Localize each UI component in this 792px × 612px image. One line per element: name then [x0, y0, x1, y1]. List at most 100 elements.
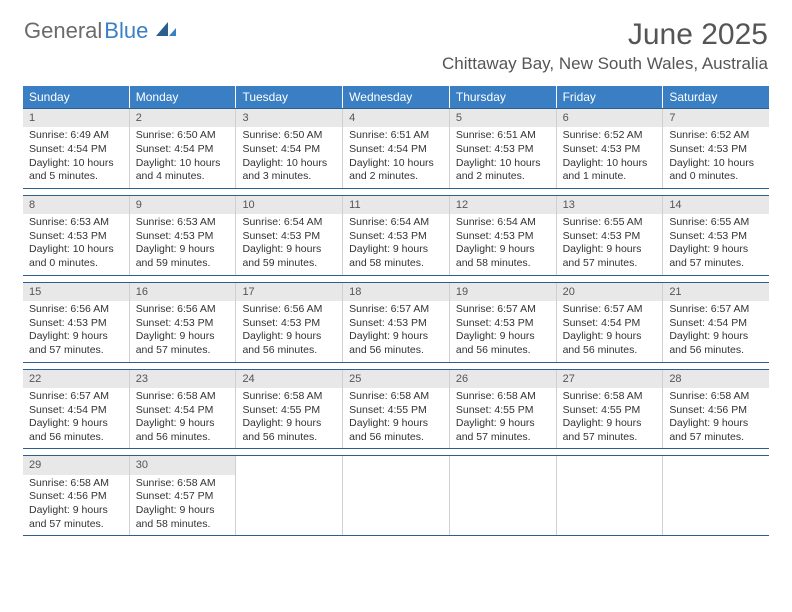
sunrise-text: Sunrise: 6:57 AM: [29, 390, 123, 404]
sunrise-text: Sunrise: 6:56 AM: [29, 303, 123, 317]
daylight-text-2: and 56 minutes.: [136, 431, 230, 445]
sunset-text: Sunset: 4:54 PM: [242, 143, 336, 157]
sunrise-text: Sunrise: 6:56 AM: [136, 303, 230, 317]
sunset-text: Sunset: 4:53 PM: [456, 230, 550, 244]
day-body: Sunrise: 6:54 AMSunset: 4:53 PMDaylight:…: [236, 214, 342, 275]
daylight-text-1: Daylight: 9 hours: [242, 330, 336, 344]
title-block: June 2025 Chittaway Bay, New South Wales…: [442, 18, 768, 74]
daylight-text-2: and 56 minutes.: [349, 431, 443, 445]
day-number: 30: [130, 456, 236, 474]
day-cell: 22Sunrise: 6:57 AMSunset: 4:54 PMDayligh…: [23, 370, 130, 449]
day-cell: 21Sunrise: 6:57 AMSunset: 4:54 PMDayligh…: [663, 283, 769, 362]
sunrise-text: Sunrise: 6:53 AM: [136, 216, 230, 230]
day-number: 29: [23, 456, 129, 474]
day-cell: 16Sunrise: 6:56 AMSunset: 4:53 PMDayligh…: [130, 283, 237, 362]
day-cell: 23Sunrise: 6:58 AMSunset: 4:54 PMDayligh…: [130, 370, 237, 449]
daylight-text-2: and 56 minutes.: [349, 344, 443, 358]
day-cell: 20Sunrise: 6:57 AMSunset: 4:54 PMDayligh…: [557, 283, 664, 362]
sunset-text: Sunset: 4:53 PM: [669, 143, 763, 157]
day-number: 10: [236, 196, 342, 214]
sunset-text: Sunset: 4:56 PM: [29, 490, 123, 504]
daylight-text-1: Daylight: 9 hours: [29, 330, 123, 344]
sunset-text: Sunset: 4:54 PM: [349, 143, 443, 157]
day-number: 24: [236, 370, 342, 388]
sunset-text: Sunset: 4:53 PM: [456, 317, 550, 331]
day-body: Sunrise: 6:57 AMSunset: 4:53 PMDaylight:…: [343, 301, 449, 362]
daylight-text-1: Daylight: 9 hours: [136, 417, 230, 431]
day-number: 6: [557, 109, 663, 127]
daylight-text-2: and 59 minutes.: [136, 257, 230, 271]
daylight-text-2: and 57 minutes.: [669, 431, 763, 445]
sunrise-text: Sunrise: 6:58 AM: [136, 477, 230, 491]
day-number: 11: [343, 196, 449, 214]
day-body: Sunrise: 6:58 AMSunset: 4:55 PMDaylight:…: [450, 388, 556, 449]
day-cell: 2Sunrise: 6:50 AMSunset: 4:54 PMDaylight…: [130, 109, 237, 188]
daylight-text-1: Daylight: 10 hours: [29, 243, 123, 257]
sunset-text: Sunset: 4:55 PM: [242, 404, 336, 418]
daylight-text-1: Daylight: 9 hours: [29, 417, 123, 431]
day-number: 9: [130, 196, 236, 214]
weeks-container: 1Sunrise: 6:49 AMSunset: 4:54 PMDaylight…: [23, 108, 769, 536]
daylight-text-1: Daylight: 9 hours: [669, 330, 763, 344]
sunrise-text: Sunrise: 6:50 AM: [242, 129, 336, 143]
day-number: 28: [663, 370, 769, 388]
day-header: Friday: [557, 86, 664, 108]
day-number: 5: [450, 109, 556, 127]
day-number: 27: [557, 370, 663, 388]
day-body: Sunrise: 6:57 AMSunset: 4:54 PMDaylight:…: [23, 388, 129, 449]
daylight-text-2: and 57 minutes.: [563, 257, 657, 271]
day-number: 12: [450, 196, 556, 214]
day-cell: 27Sunrise: 6:58 AMSunset: 4:55 PMDayligh…: [557, 370, 664, 449]
daylight-text-1: Daylight: 9 hours: [456, 417, 550, 431]
day-body: Sunrise: 6:58 AMSunset: 4:54 PMDaylight:…: [130, 388, 236, 449]
daylight-text-1: Daylight: 10 hours: [456, 157, 550, 171]
day-number: 4: [343, 109, 449, 127]
daylight-text-1: Daylight: 10 hours: [29, 157, 123, 171]
day-cell: [557, 456, 664, 535]
day-cell: 15Sunrise: 6:56 AMSunset: 4:53 PMDayligh…: [23, 283, 130, 362]
sunset-text: Sunset: 4:55 PM: [456, 404, 550, 418]
daylight-text-2: and 56 minutes.: [456, 344, 550, 358]
day-number: 7: [663, 109, 769, 127]
day-body: Sunrise: 6:55 AMSunset: 4:53 PMDaylight:…: [557, 214, 663, 275]
day-cell: 18Sunrise: 6:57 AMSunset: 4:53 PMDayligh…: [343, 283, 450, 362]
sunrise-text: Sunrise: 6:54 AM: [349, 216, 443, 230]
sunrise-text: Sunrise: 6:52 AM: [563, 129, 657, 143]
sunrise-text: Sunrise: 6:52 AM: [669, 129, 763, 143]
sunrise-text: Sunrise: 6:58 AM: [29, 477, 123, 491]
sunrise-text: Sunrise: 6:58 AM: [242, 390, 336, 404]
day-cell: 8Sunrise: 6:53 AMSunset: 4:53 PMDaylight…: [23, 196, 130, 275]
daylight-text-2: and 4 minutes.: [136, 170, 230, 184]
sunrise-text: Sunrise: 6:57 AM: [563, 303, 657, 317]
week-row: 1Sunrise: 6:49 AMSunset: 4:54 PMDaylight…: [23, 108, 769, 189]
day-number: 23: [130, 370, 236, 388]
day-number: 2: [130, 109, 236, 127]
sunrise-text: Sunrise: 6:50 AM: [136, 129, 230, 143]
daylight-text-1: Daylight: 10 hours: [242, 157, 336, 171]
sunrise-text: Sunrise: 6:57 AM: [669, 303, 763, 317]
sunrise-text: Sunrise: 6:56 AM: [242, 303, 336, 317]
logo-text-general: General: [24, 18, 102, 44]
daylight-text-2: and 3 minutes.: [242, 170, 336, 184]
sunrise-text: Sunrise: 6:54 AM: [456, 216, 550, 230]
logo-text-blue: Blue: [104, 18, 148, 44]
day-header: Saturday: [663, 86, 769, 108]
day-body: Sunrise: 6:50 AMSunset: 4:54 PMDaylight:…: [236, 127, 342, 188]
day-body: Sunrise: 6:57 AMSunset: 4:54 PMDaylight:…: [663, 301, 769, 362]
daylight-text-1: Daylight: 9 hours: [349, 330, 443, 344]
daylight-text-2: and 57 minutes.: [29, 344, 123, 358]
daylight-text-1: Daylight: 9 hours: [456, 243, 550, 257]
sunset-text: Sunset: 4:53 PM: [669, 230, 763, 244]
calendar: SundayMondayTuesdayWednesdayThursdayFrid…: [23, 86, 769, 536]
day-cell: 30Sunrise: 6:58 AMSunset: 4:57 PMDayligh…: [130, 456, 237, 535]
month-title: June 2025: [442, 18, 768, 52]
daylight-text-2: and 0 minutes.: [669, 170, 763, 184]
day-cell: 4Sunrise: 6:51 AMSunset: 4:54 PMDaylight…: [343, 109, 450, 188]
day-cell: 25Sunrise: 6:58 AMSunset: 4:55 PMDayligh…: [343, 370, 450, 449]
daylight-text-2: and 59 minutes.: [242, 257, 336, 271]
day-body: Sunrise: 6:58 AMSunset: 4:55 PMDaylight:…: [343, 388, 449, 449]
day-cell: [663, 456, 769, 535]
daylight-text-1: Daylight: 9 hours: [29, 504, 123, 518]
sunrise-text: Sunrise: 6:58 AM: [456, 390, 550, 404]
daylight-text-2: and 2 minutes.: [456, 170, 550, 184]
